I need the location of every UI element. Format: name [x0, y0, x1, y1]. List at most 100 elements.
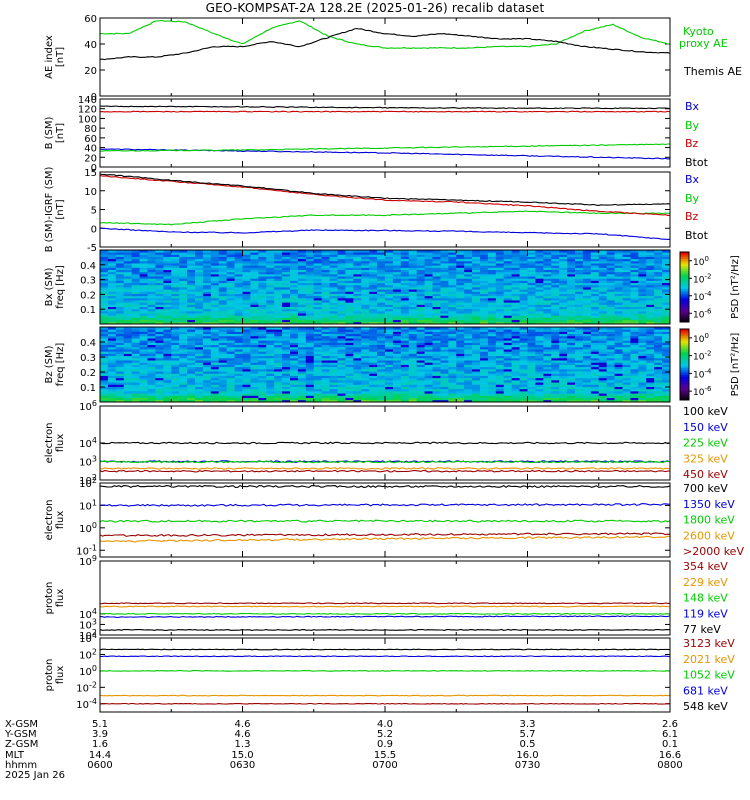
spectrogram-cell — [242, 319, 251, 323]
spectrogram-cell — [171, 302, 180, 305]
spectrogram-cell — [606, 321, 615, 325]
spectrogram-cell — [361, 300, 370, 303]
spectrogram-cell — [424, 353, 433, 357]
spectrogram-cell — [202, 351, 212, 354]
spectrogram-cell — [424, 269, 433, 273]
spectrogram-cell — [337, 368, 346, 372]
spectrogram-cell — [511, 263, 520, 266]
spectrogram-cell — [582, 315, 592, 318]
spectrogram-cell — [187, 282, 196, 286]
spectrogram-cell — [147, 308, 156, 312]
spectrogram-cell — [131, 302, 140, 305]
spectrogram-cell — [432, 269, 441, 273]
spectrogram-cell — [107, 308, 117, 312]
spectrogram-cell — [226, 351, 235, 354]
spectrogram-cell — [424, 371, 433, 374]
spectrogram-cell — [115, 250, 125, 253]
spectrogram-cell — [329, 331, 338, 335]
spectrogram-cell — [598, 310, 608, 314]
spectrogram-cell — [361, 338, 370, 341]
spectrogram-cell — [527, 397, 536, 401]
spectrogram-cell — [440, 393, 449, 396]
spectrogram-cell — [297, 364, 307, 368]
spectrogram-cell — [282, 388, 291, 392]
spectrogram-cell — [622, 295, 631, 299]
spectrogram-cell — [551, 278, 560, 281]
spectrogram-cell — [282, 382, 291, 385]
spectrogram-cell — [274, 375, 283, 379]
spectrogram-cell — [487, 252, 497, 255]
spectrogram-cell — [290, 390, 299, 394]
spectrogram-cell — [147, 362, 156, 365]
spectrogram-cell — [575, 333, 584, 337]
spectrogram-cell — [408, 280, 418, 284]
spectrogram-cell — [266, 280, 275, 284]
spectrogram-cell — [195, 260, 204, 264]
spectrogram-cell — [258, 384, 267, 387]
spectrogram-cell — [297, 342, 307, 346]
spectrogram-cell — [187, 357, 196, 361]
spectrogram-cell — [123, 333, 133, 337]
spectrogram-cell — [274, 379, 283, 383]
spectrogram-cell — [250, 379, 259, 383]
spectrogram-cell — [179, 333, 188, 337]
spectrogram-cell — [107, 315, 117, 318]
spectrogram-cell — [163, 344, 172, 348]
spectrogram-cell — [187, 287, 196, 290]
spectrogram-cell — [345, 304, 354, 307]
spectrogram-cell — [147, 357, 156, 361]
spectrogram-cell — [345, 317, 354, 321]
spectrogram-cell — [361, 342, 370, 346]
spectrogram-cell — [297, 388, 307, 392]
spectrogram-cell — [543, 353, 552, 357]
spectrogram-cell — [385, 273, 394, 277]
spectrogram-cell — [487, 254, 497, 257]
spectrogram-cell — [163, 315, 172, 318]
spectrogram-cell — [107, 340, 117, 343]
spectrogram-cell — [107, 360, 117, 363]
spectrogram-cell — [297, 293, 307, 297]
spectrogram-cell — [487, 338, 497, 341]
spectrogram-cell — [551, 282, 560, 286]
spectrogram-cell — [155, 265, 164, 268]
spectrogram-cell — [448, 269, 457, 273]
spectrogram-cell — [622, 379, 631, 383]
spectrogram-cell — [123, 297, 133, 301]
spectrogram-cell — [290, 366, 299, 370]
spectrogram-cell — [282, 399, 291, 403]
spectrogram-cell — [535, 256, 544, 260]
spectrogram-cell — [218, 331, 228, 335]
spectrogram-cell — [527, 302, 536, 305]
spectrogram-cell — [638, 252, 647, 255]
spectrogram-cell — [297, 395, 307, 398]
spectrogram-cell — [472, 351, 481, 354]
y-axis-label-line: [nT] — [55, 123, 66, 143]
spectrogram-cell — [392, 282, 402, 286]
spectrogram-cell — [432, 371, 441, 374]
spectrogram-cell — [210, 346, 220, 350]
y-axis-label-line: freq [Hz] — [55, 265, 66, 309]
spectrogram-cell — [472, 258, 481, 262]
spectrogram-cell — [638, 308, 647, 312]
y-axis-label-line: freq [Hz] — [55, 343, 66, 387]
spectrogram-cell — [369, 250, 378, 253]
spectrogram-cell — [662, 300, 671, 303]
spectrogram-cell — [575, 344, 584, 348]
spectrogram-cell — [187, 308, 196, 312]
spectrogram-cell — [456, 342, 465, 346]
spectrogram-cell — [353, 375, 362, 379]
spectrogram-cell — [139, 304, 148, 307]
spectrogram-cell — [115, 315, 125, 318]
spectrogram-cell — [202, 260, 212, 264]
spectrogram-cell — [345, 273, 354, 277]
spectrogram-cell — [353, 338, 362, 341]
spectrogram-cell — [654, 302, 663, 305]
spectrogram-cell — [361, 265, 370, 268]
spectrogram-cell — [100, 357, 109, 361]
spectrogram-cell — [131, 390, 140, 394]
spectrogram-cell — [147, 263, 156, 266]
spectrogram-cell — [100, 310, 109, 314]
spectrogram-cell — [274, 263, 283, 266]
spectrogram-cell — [313, 260, 323, 264]
spectrogram-cell — [456, 333, 465, 337]
